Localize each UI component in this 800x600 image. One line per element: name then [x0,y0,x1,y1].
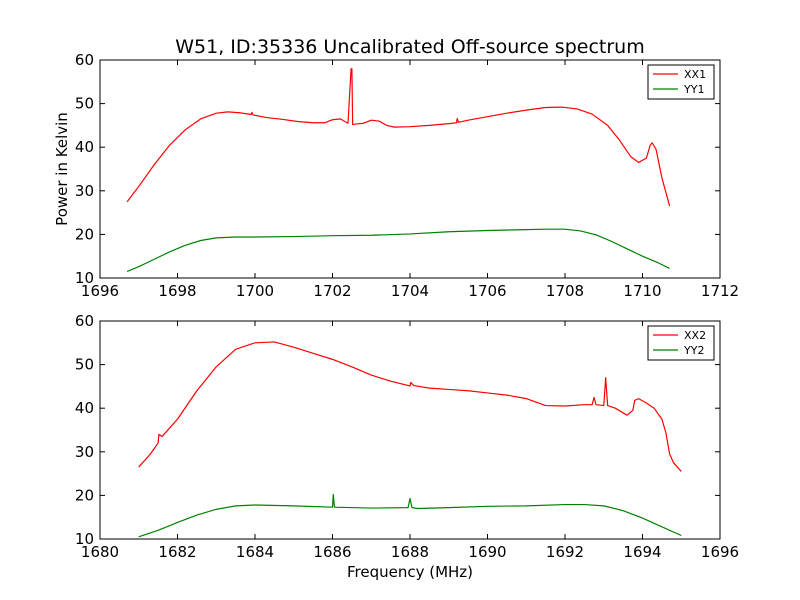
y-axis-label-top: Power in Kelvin [53,112,71,226]
x-tick-label: 1686 [313,543,351,561]
x-tick-label: 1684 [236,543,274,561]
y-tick-label: 50 [75,356,94,374]
y-tick-label: 30 [75,443,94,461]
x-tick-label: 1698 [158,282,196,300]
panel-top: 1696 1698 1700 1702 1704 1706 1708 1710 1712 10 20… [75,51,739,300]
x-tick-label: 1682 [158,543,196,561]
y-tick-label: 20 [75,225,94,243]
y-tick-label: 40 [75,399,94,417]
x-tick-label: 1692 [546,543,584,561]
x-tick-label: 1694 [623,543,661,561]
x-tick-label: 1700 [236,282,274,300]
legend-label-yy1: YY1 [683,83,704,96]
y-tick-label: 10 [75,269,94,287]
legend-box [647,64,715,100]
x-tick-label: 1706 [468,282,506,300]
series-line-xx2 [138,341,682,472]
y-tick-label: 10 [75,530,94,548]
y-tick-label: 60 [75,51,94,69]
y-tick-label: 50 [75,95,94,113]
x-tick-label: 1696 [81,282,119,300]
x-tick-label: 1702 [313,282,351,300]
series-line-xx1 [126,68,671,207]
x-tick-label: 1712 [701,282,739,300]
x-axis-label-bottom: Frequency (MHz) [347,563,473,581]
y-tick-label: 40 [75,138,94,156]
x-tick-label: 1710 [623,282,661,300]
y-tick-label: 60 [75,312,94,330]
plot-area: 1696 1698 1700 1702 1704 1706 1708 1710 1712 10 20… [75,51,739,561]
legend-label-xx1: XX1 [684,68,706,81]
chart-title: W51, ID:35336 Uncalibrated Off-source sp… [175,36,644,58]
x-tick-label: 1704 [391,282,429,300]
legend-label-xx2: XX2 [684,329,706,342]
x-tick-label: 1690 [468,543,506,561]
x-tick-label: 1680 [81,543,119,561]
panel-bottom: 1680 1682 1684 1686 1688 1690 1692 1694 1696 10 20… [75,312,739,561]
legend-box [647,325,715,361]
y-tick-label: 30 [75,182,94,200]
y-tick-label: 20 [75,486,94,504]
x-tick-label: 1688 [391,543,429,561]
x-tick-label: 1696 [701,543,739,561]
legend-label-yy2: YY2 [683,344,704,357]
series-line-yy1 [126,228,670,273]
series-line-yy2 [138,493,682,538]
x-tick-label: 1708 [546,282,584,300]
